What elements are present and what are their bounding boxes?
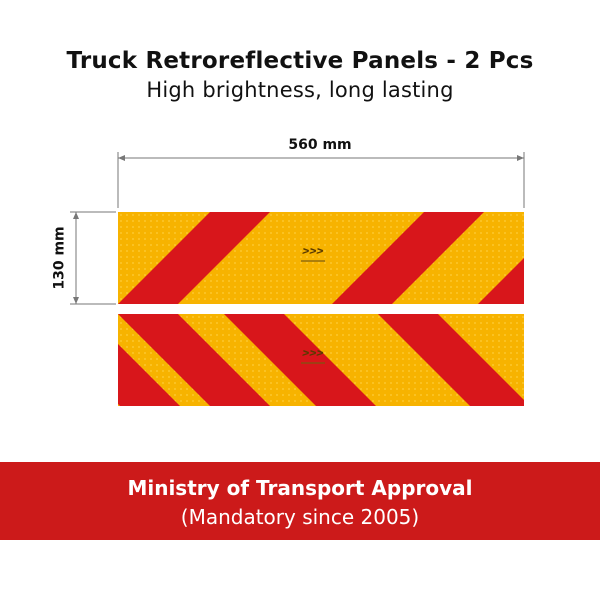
brand-logo-mark: ᐳᐳᐳ (301, 349, 325, 364)
approval-title: Ministry of Transport Approval (127, 476, 473, 500)
height-dimension-label: 130 mm (51, 226, 68, 290)
approval-subtitle: (Mandatory since 2005) (180, 505, 420, 529)
approval-banner (0, 462, 600, 540)
svg-text:ᐳᐳᐳ: ᐳᐳᐳ (302, 247, 323, 256)
product-title: Truck Retroreflective Panels - 2 Pcs (66, 48, 534, 74)
brand-logo-mark: ᐳᐳᐳ (301, 247, 325, 262)
reflective-panel-top: ᐳᐳᐳ (118, 212, 524, 304)
reflective-panel-bottom: ᐳᐳᐳ (118, 314, 524, 406)
width-dimension-label: 560 mm (288, 137, 352, 153)
svg-text:ᐳᐳᐳ: ᐳᐳᐳ (302, 349, 323, 358)
product-subtitle: High brightness, long lasting (146, 78, 454, 102)
